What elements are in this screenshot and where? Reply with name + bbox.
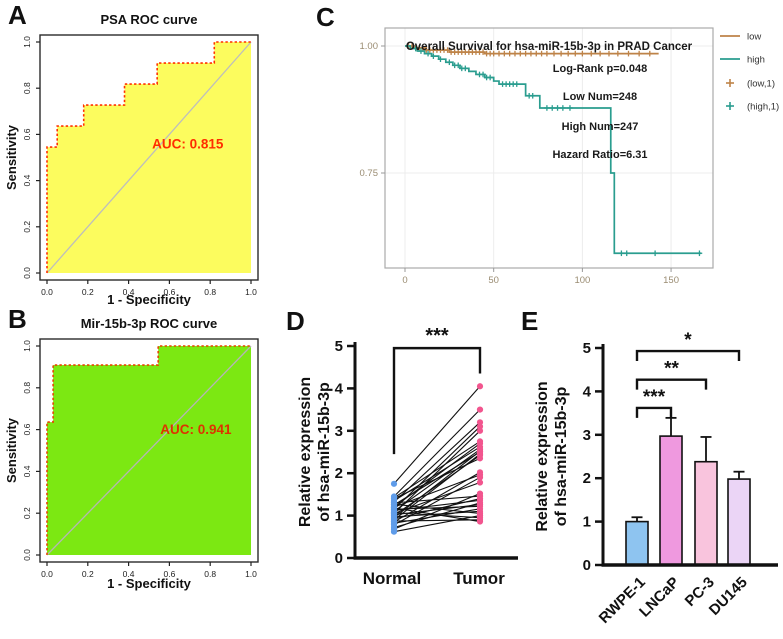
svg-text:1 - Specificity: 1 - Specificity [107,576,192,591]
svg-text:150: 150 [663,275,679,286]
svg-text:0.2: 0.2 [82,569,94,579]
survival-km-chart: 0 50 100 150 1.00 0.75 Overall Survival for hs… [360,27,779,286]
svg-text:0: 0 [335,550,343,567]
svg-text:Sensitivity: Sensitivity [4,417,19,483]
svg-text:(high,1): (high,1) [747,102,779,113]
psa-roc-chart: PSA ROC curve 0.0 0.2 0.4 0.6 0.8 1.0 0.0 0.2 0.4… [4,12,259,306]
svg-text:1.00: 1.00 [360,41,379,52]
svg-text:1.0: 1.0 [22,340,32,352]
svg-text:0.8: 0.8 [204,569,216,579]
svg-text:High Num=247: High Num=247 [562,121,639,133]
svg-text:Relative expression: Relative expression [534,381,551,531]
svg-text:1: 1 [335,508,343,525]
svg-text:5: 5 [583,340,591,357]
svg-text:of hsa-miR-15b-3p: of hsa-miR-15b-3p [316,382,333,522]
svg-text:0.4: 0.4 [22,174,32,186]
svg-text:0.8: 0.8 [22,82,32,94]
svg-text:3: 3 [335,423,343,440]
svg-text:AUC: 0.815: AUC: 0.815 [152,136,224,151]
svg-text:0.8: 0.8 [22,382,32,394]
panel-label-d: D [286,306,305,336]
svg-text:2: 2 [335,465,343,482]
svg-text:0.75: 0.75 [360,168,379,179]
svg-text:Tumor: Tumor [453,569,505,588]
svg-text:0.6: 0.6 [163,287,175,297]
svg-text:5: 5 [335,338,343,355]
svg-text:***: *** [643,387,666,408]
svg-text:0.4: 0.4 [123,569,135,579]
svg-text:1: 1 [583,514,591,531]
svg-text:high: high [747,55,765,66]
svg-text:0.4: 0.4 [22,465,32,477]
svg-text:0.2: 0.2 [82,287,94,297]
mir-roc-chart: Mir-15b-3p ROC curve 0.0 0.2 0.4 0.6 0.8 1.0 0.… [4,316,259,591]
svg-text:0.2: 0.2 [22,221,32,233]
svg-text:1.0: 1.0 [245,569,257,579]
svg-text:3: 3 [583,427,591,444]
svg-text:AUC: 0.941: AUC: 0.941 [160,422,232,437]
panel-label-a: A [8,0,27,30]
svg-text:low: low [747,32,761,43]
svg-text:4: 4 [583,383,592,400]
svg-text:Sensitivity: Sensitivity [4,124,19,190]
svg-text:0.6: 0.6 [22,423,32,435]
svg-text:**: ** [664,359,679,380]
svg-text:PSA ROC curve: PSA ROC curve [100,12,197,27]
cell-line-bar-chart: ******012345RWPE-1LNCaPPC-3DU145Relative… [534,330,778,627]
svg-text:Low Num=248: Low Num=248 [563,91,637,103]
svg-text:100: 100 [574,275,590,286]
svg-text:4: 4 [335,380,344,397]
svg-text:*: * [684,330,692,351]
svg-text:0.4: 0.4 [123,287,135,297]
svg-text:2: 2 [583,470,591,487]
svg-text:1.0: 1.0 [245,287,257,297]
svg-text:Log-Rank p=0.048: Log-Rank p=0.048 [553,63,647,75]
panel-label-b: B [8,304,27,334]
svg-text:of hsa-miR-15b-3p: of hsa-miR-15b-3p [553,386,570,526]
svg-text:0.8: 0.8 [204,287,216,297]
svg-text:0.0: 0.0 [22,267,32,279]
svg-text:Normal: Normal [363,569,422,588]
svg-text:50: 50 [488,275,499,286]
svg-text:0: 0 [583,557,591,574]
svg-text:0.0: 0.0 [22,549,32,561]
svg-text:0.6: 0.6 [22,128,32,140]
svg-text:RWPE-1: RWPE-1 [596,574,649,627]
svg-text:Mir-15b-3p ROC curve: Mir-15b-3p ROC curve [81,316,218,331]
svg-text:(low,1): (low,1) [747,79,775,90]
panel-label-c: C [316,2,335,32]
svg-text:0.0: 0.0 [41,569,53,579]
svg-text:1 - Specificity: 1 - Specificity [107,292,192,306]
svg-text:0: 0 [402,275,407,286]
svg-text:Overall Survival for hsa-miR-1: Overall Survival for hsa-miR-15b-3p in P… [406,41,693,53]
panel-label-e: E [521,306,539,336]
svg-text:***: *** [425,325,449,347]
svg-text:0.2: 0.2 [22,507,32,519]
svg-text:1.0: 1.0 [22,36,32,48]
svg-text:0.6: 0.6 [163,569,175,579]
svg-text:Relative expression: Relative expression [297,377,314,527]
svg-text:0.0: 0.0 [41,287,53,297]
svg-text:Hazard Ratio=6.31: Hazard Ratio=6.31 [552,149,647,161]
paired-expression-chart: *** 0 1 2 3 4 5 Normal Tumor Relative expression o… [297,325,518,588]
